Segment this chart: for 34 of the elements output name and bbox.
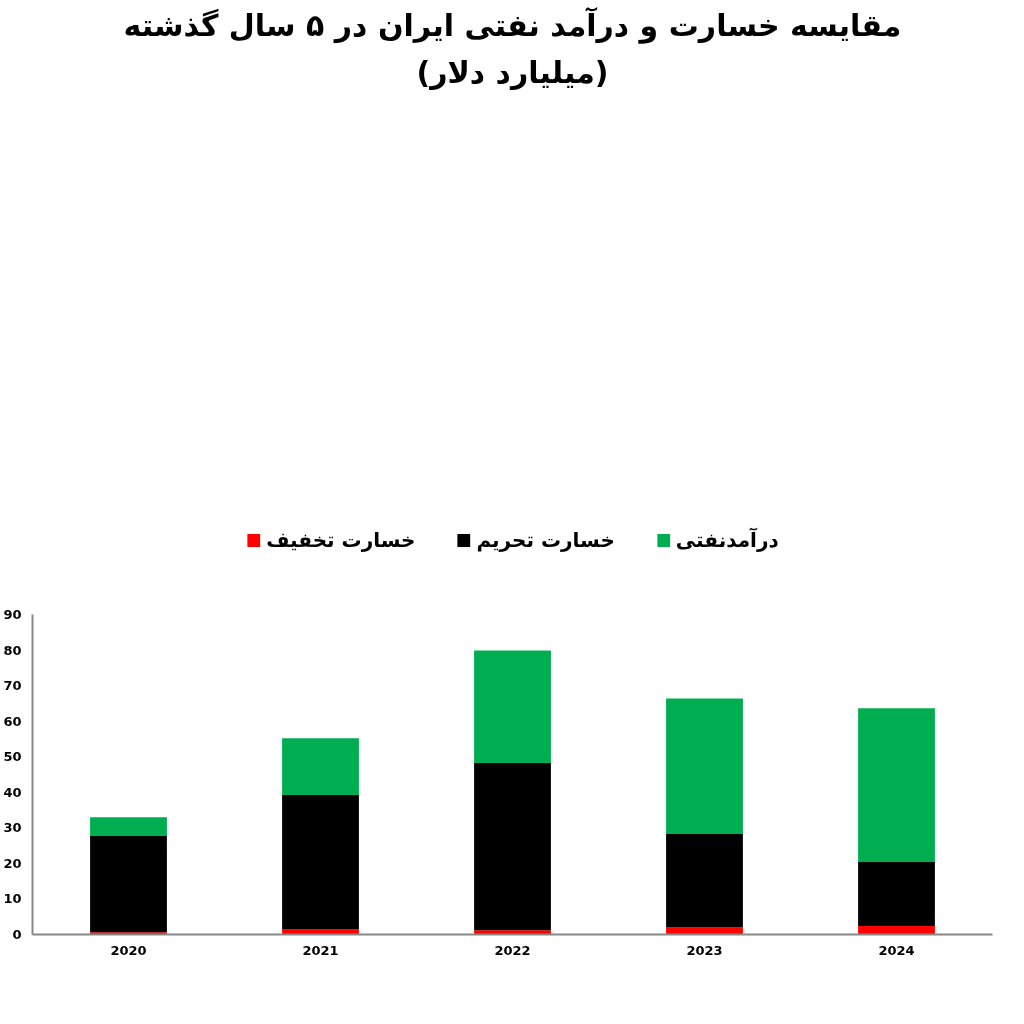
bar <box>90 836 167 933</box>
y-tick-label: 40 <box>3 784 22 800</box>
legend-label: خسارت تحریم <box>476 528 615 552</box>
legend-label: خسارت تخفیف <box>266 528 416 552</box>
y-tick-label: 70 <box>3 678 22 694</box>
y-tick-label: 60 <box>3 713 22 729</box>
bar <box>90 932 167 935</box>
bar <box>282 738 359 796</box>
y-tick-label: 80 <box>3 642 22 658</box>
x-tick-label: 2023 <box>686 942 723 958</box>
bar <box>858 861 935 926</box>
y-tick-label: 90 <box>3 607 22 622</box>
x-tick-label: 2020 <box>110 942 147 958</box>
chart-title: مقایسه خسارت و درآمد نفتی ایران در ۵ سال گذشته <box>123 6 902 44</box>
y-tick-label: 10 <box>3 891 22 907</box>
chart-subtitle: (میلیارد دلار) <box>416 54 609 90</box>
y-tick-label: 50 <box>3 749 22 765</box>
x-tick-label: 2022 <box>494 942 531 958</box>
bar <box>474 650 551 764</box>
bar <box>282 795 359 930</box>
legend-label: درآمدنفتی <box>675 528 779 552</box>
x-tick-label: 2024 <box>878 942 915 958</box>
bar <box>666 698 743 834</box>
bar <box>90 817 167 837</box>
y-tick-label: 0 <box>12 927 22 942</box>
x-tick-label: 2021 <box>302 942 339 958</box>
bar <box>666 927 743 935</box>
bar <box>858 708 935 862</box>
bar <box>666 833 743 928</box>
bar <box>474 930 551 935</box>
y-tick-label: 30 <box>3 820 22 836</box>
bar <box>858 925 935 935</box>
y-tick-label: 20 <box>3 855 22 871</box>
bar <box>474 763 551 931</box>
